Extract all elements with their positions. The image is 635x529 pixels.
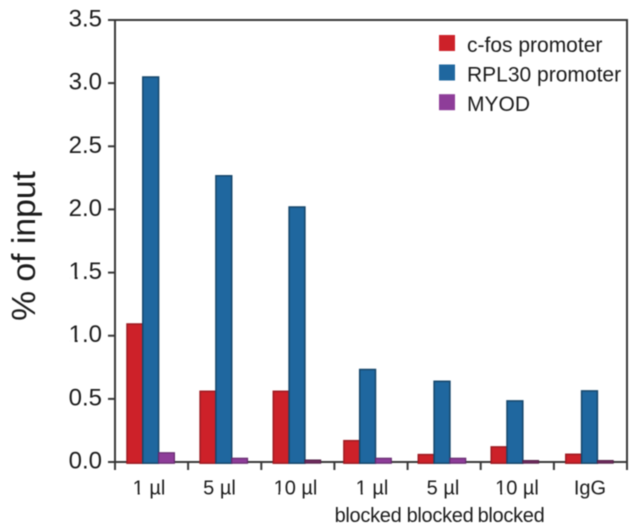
svg-text:MYOD: MYOD xyxy=(467,93,530,116)
svg-text:1.5: 1.5 xyxy=(69,258,102,285)
svg-text:2.5: 2.5 xyxy=(69,132,102,159)
svg-text:2.0: 2.0 xyxy=(69,195,102,222)
svg-text:5 µl: 5 µl xyxy=(203,478,236,500)
svg-text:RPL30 promoter: RPL30 promoter xyxy=(467,64,621,87)
svg-text:10 µl: 10 µl xyxy=(274,478,318,500)
svg-text:3.0: 3.0 xyxy=(69,69,102,96)
svg-text:3.5: 3.5 xyxy=(69,6,102,33)
svg-text:IgG: IgG xyxy=(574,478,606,500)
svg-text:0.0: 0.0 xyxy=(69,448,102,475)
svg-text:5 µl: 5 µl xyxy=(427,478,460,500)
svg-text:0.5: 0.5 xyxy=(69,384,102,411)
svg-text:c-fos promoter: c-fos promoter xyxy=(467,34,602,57)
svg-text:blocked: blocked xyxy=(335,505,402,527)
svg-text:blocked: blocked xyxy=(407,505,474,527)
svg-text:blocked: blocked xyxy=(478,505,545,527)
svg-text:10 µl: 10 µl xyxy=(495,478,539,500)
svg-text:1.0: 1.0 xyxy=(69,321,102,348)
svg-text:% of input: % of input xyxy=(5,170,43,320)
